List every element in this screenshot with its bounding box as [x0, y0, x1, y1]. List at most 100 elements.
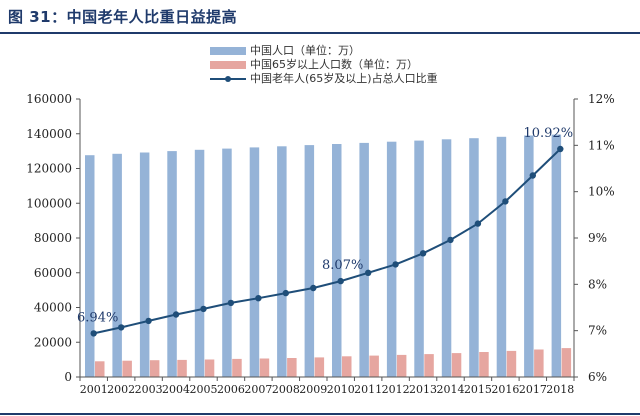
bar-population: [414, 140, 424, 377]
legend-label-ratio: 中国老年人(65岁及以上)占总人口比重: [250, 72, 438, 85]
bar-population: [441, 139, 452, 377]
ratio-annotation: 6.94%: [77, 310, 118, 325]
y-left-tick-label: 80000: [34, 231, 72, 245]
ratio-point: [200, 305, 207, 313]
x-tick-label: 2007: [244, 383, 272, 396]
legend-item-elderly: 中国65岁以上人口数（单位：万）: [210, 58, 438, 72]
bar-population: [551, 134, 562, 377]
y-right-tick-label: 11%: [588, 138, 615, 152]
y-left-tick-label: 40000: [34, 301, 72, 315]
bar-elderly: [424, 354, 434, 377]
ratio-point: [419, 250, 427, 257]
ratio-point: [474, 220, 482, 227]
bar-population: [359, 142, 369, 377]
bar-elderly: [314, 357, 325, 377]
ratio-point: [392, 261, 399, 268]
ratio-annotation: 8.07%: [322, 258, 363, 273]
bottom-divider: [0, 413, 640, 415]
ratio-point: [502, 198, 509, 205]
bar-elderly: [396, 354, 407, 377]
bar-population: [277, 146, 287, 377]
ratio-point: [310, 284, 317, 292]
bar-elderly: [287, 358, 297, 377]
bar-elderly: [479, 352, 489, 377]
y-right-tick-label: 7%: [588, 324, 607, 338]
bar-population: [194, 149, 205, 377]
bar-elderly: [95, 361, 105, 377]
x-tick-label: 2001: [80, 383, 108, 396]
bar-population: [85, 155, 95, 377]
y-right-tick-label: 9%: [588, 231, 607, 245]
legend-label-population: 中国人口（单位：万）: [250, 44, 360, 57]
x-tick-label: 2003: [135, 383, 163, 396]
legend-item-population: 中国人口（单位：万）: [210, 44, 438, 58]
ratio-point: [90, 330, 97, 337]
x-tick-label: 2009: [299, 383, 327, 396]
y-left-tick-label: 20000: [34, 335, 72, 349]
bar-population: [496, 136, 507, 377]
bar-elderly: [451, 353, 462, 377]
legend-label-elderly: 中国65岁以上人口数（单位：万）: [250, 58, 418, 71]
y-left-tick-label: 100000: [26, 196, 72, 210]
x-tick-label: 2002: [107, 383, 135, 396]
bar-population: [112, 153, 122, 377]
x-tick-label: 2008: [272, 383, 300, 396]
x-tick-label: 2011: [354, 383, 382, 396]
ratio-point: [255, 295, 262, 302]
ratio-line: [93, 148, 561, 335]
y-left-tick-label: 0: [64, 370, 72, 384]
ratio-point: [227, 299, 235, 307]
bar-elderly: [506, 350, 517, 377]
bar-population: [222, 148, 232, 377]
bar-population: [167, 151, 177, 377]
y-right-tick-label: 8%: [588, 277, 607, 291]
ratio-point: [365, 269, 372, 276]
x-tick-label: 2004: [162, 383, 190, 396]
ratio-point: [447, 236, 454, 244]
bar-population: [139, 152, 150, 377]
bar-population: [386, 141, 397, 377]
y-left-tick-label: 120000: [26, 162, 72, 176]
bar-elderly: [204, 359, 215, 377]
bar-elderly: [369, 355, 379, 377]
bar-population: [469, 138, 479, 377]
bar-elderly: [232, 358, 242, 377]
ratio-point: [557, 145, 564, 153]
x-tick-label: 2006: [217, 383, 245, 396]
title-divider: [0, 32, 640, 34]
y-left-tick-label: 160000: [26, 92, 72, 106]
x-tick-label: 2005: [190, 383, 218, 396]
bar-population: [332, 144, 342, 377]
ratio-point: [282, 289, 289, 297]
ratio-point: [145, 317, 152, 325]
y-left-tick-label: 140000: [26, 127, 72, 141]
y-right-tick-label: 6%: [588, 370, 607, 384]
bar-elderly: [149, 360, 160, 377]
x-tick-label: 2014: [437, 383, 465, 396]
x-tick-label: 2015: [464, 383, 492, 396]
ratio-point: [529, 172, 536, 179]
legend-swatch-ratio: [210, 75, 246, 83]
bar-elderly: [534, 349, 544, 377]
bar-elderly: [259, 358, 270, 377]
bar-population: [249, 147, 260, 377]
legend-swatch-elderly: [210, 61, 246, 69]
y-right-tick-label: 12%: [588, 92, 615, 106]
x-tick-label: 2017: [519, 383, 547, 396]
bar-elderly: [122, 360, 132, 377]
ratio-point: [118, 324, 125, 331]
chart-legend: 中国人口（单位：万） 中国65岁以上人口数（单位：万） 中国老年人(65岁及以上…: [210, 44, 438, 86]
ratio-annotation: 10.92%: [524, 126, 574, 141]
bar-population: [304, 145, 315, 377]
legend-item-ratio: 中国老年人(65岁及以上)占总人口比重: [210, 72, 438, 86]
y-right-tick-label: 10%: [588, 185, 615, 199]
x-tick-label: 2013: [409, 383, 437, 396]
ratio-point: [337, 277, 344, 285]
x-tick-label: 2018: [546, 383, 574, 396]
y-left-tick-label: 60000: [34, 266, 72, 280]
ratio-point: [172, 311, 180, 318]
x-tick-label: 2010: [327, 383, 355, 396]
x-tick-label: 2016: [491, 383, 519, 396]
bar-elderly: [561, 348, 572, 377]
